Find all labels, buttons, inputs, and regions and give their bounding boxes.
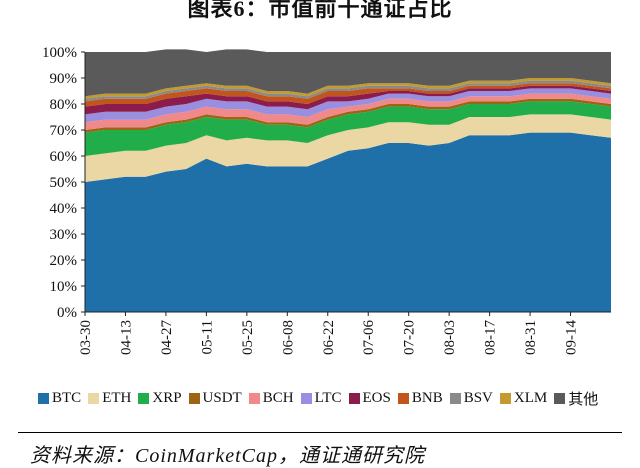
y-tick-label: 80% — [50, 97, 78, 113]
x-tick-label: 08-03 — [442, 320, 458, 355]
legend-swatch — [499, 393, 511, 404]
y-tick-label: 70% — [50, 123, 78, 139]
x-tick-label: 06-22 — [321, 320, 337, 355]
source-note: 资料来源：CoinMarketCap，通证通研究院 — [30, 445, 425, 467]
legend-item-ETH: ETH — [88, 390, 131, 407]
x-tick-label: 08-31 — [523, 320, 539, 355]
legend-item-BNB: BNB — [397, 390, 443, 407]
legend-item-LTC: LTC — [300, 390, 342, 407]
legend-swatch — [88, 393, 100, 404]
legend-item-其他: 其他 — [554, 388, 598, 409]
legend-item-BTC: BTC — [38, 390, 81, 407]
area-series-LTC — [85, 88, 611, 123]
x-tick-label: 06-08 — [280, 320, 296, 355]
legend-label: BTC — [52, 390, 82, 406]
x-tick-label: 05-11 — [199, 320, 215, 354]
area-series-XLM — [85, 78, 611, 99]
area-series-BNB — [85, 83, 611, 107]
legend-label: ETH — [102, 390, 132, 406]
legend-item-XLM: XLM — [499, 390, 548, 407]
legend-item-XRP: XRP — [138, 390, 182, 407]
x-tick-label: 05-25 — [240, 320, 256, 355]
x-tick-label: 09-14 — [564, 320, 580, 355]
y-tick-label: 30% — [50, 227, 78, 243]
x-tick-label: 04-13 — [118, 320, 134, 355]
y-tick-label: 10% — [50, 279, 78, 295]
legend-label: 其他 — [568, 392, 599, 408]
legend-swatch — [300, 393, 312, 404]
area-series-其他 — [85, 49, 611, 97]
y-tick-label: 60% — [50, 149, 78, 165]
legend-label: XRP — [152, 390, 182, 406]
legend-label: BNB — [411, 390, 443, 406]
area-series-BCH — [85, 93, 611, 130]
legend-swatch — [348, 393, 360, 404]
y-tick-label: 0% — [57, 305, 77, 321]
x-tick-label: 07-06 — [361, 320, 377, 355]
stacked-area-chart: 0% 10% 20% 30% 40% 50% 60% 70% 80% 90% 100% 03-30 04… — [42, 45, 611, 355]
legend-swatch — [397, 393, 409, 404]
legend-label: USDT — [202, 390, 242, 406]
y-tick-label: 40% — [50, 201, 78, 217]
legend-item-BCH: BCH — [248, 390, 294, 407]
legend-item-BSV: BSV — [449, 390, 493, 407]
area-series-ETH — [85, 114, 611, 182]
legend-swatch — [248, 393, 260, 404]
divider — [18, 432, 622, 433]
legend-label: BCH — [262, 390, 294, 406]
area-series-USDT — [85, 98, 611, 133]
legend-label: LTC — [314, 390, 342, 406]
legend-swatch — [38, 393, 49, 404]
y-tick-label: 50% — [50, 175, 78, 191]
legend-item-EOS: EOS — [348, 390, 391, 407]
x-tick-label: 07-20 — [402, 320, 418, 355]
legend-swatch — [554, 393, 566, 404]
legend-swatch — [138, 393, 150, 404]
legend-label: BSV — [463, 390, 493, 406]
legend-swatch — [449, 393, 461, 404]
area-series-BTC — [85, 132, 611, 312]
legend-label: EOS — [362, 390, 391, 406]
page-title: 图表6：市值前十通证占比 — [187, 0, 453, 21]
legend-item-USDT: USDT — [188, 390, 242, 407]
legend-swatch — [188, 393, 200, 404]
y-tick-label: 20% — [50, 253, 78, 269]
legend-label: XLM — [513, 390, 548, 406]
area-series-XRP — [85, 101, 611, 156]
area-series-BSV — [85, 80, 611, 102]
area-series-EOS — [85, 85, 611, 115]
x-tick-label: 04-27 — [159, 320, 175, 355]
legend: BTC ETH XRP USDT BCH LTC EOS BNB BSV XLM 其他 — [38, 388, 638, 409]
x-tick-label: 08-17 — [483, 320, 499, 355]
y-tick-label: 100% — [42, 45, 77, 61]
x-tick-label: 03-30 — [78, 320, 94, 355]
y-tick-label: 90% — [50, 71, 78, 87]
